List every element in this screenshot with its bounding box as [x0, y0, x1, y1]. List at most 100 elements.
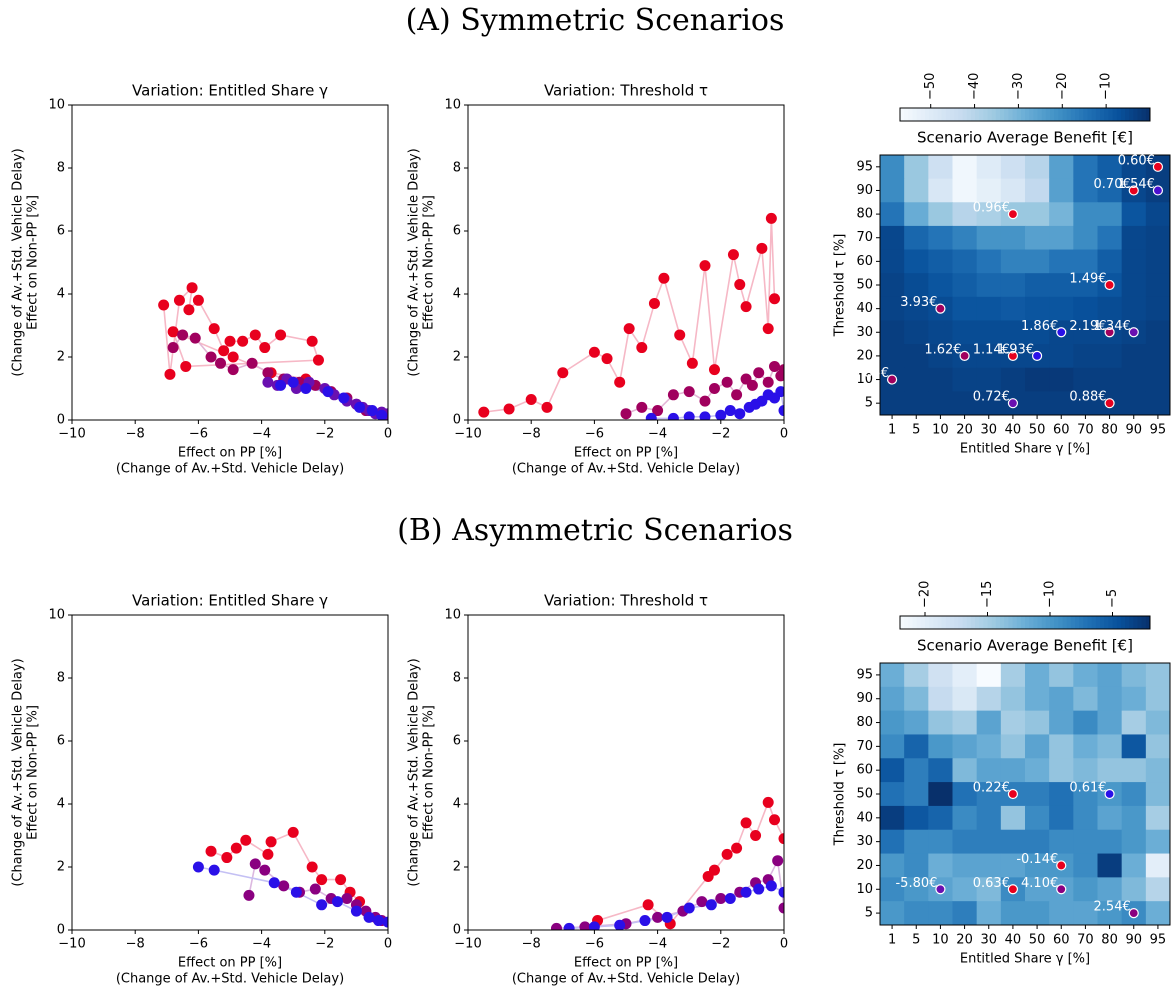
heatmap-cell [1025, 296, 1050, 321]
annotation-label: 0.60€ [1118, 153, 1155, 168]
colorbar-segment [1029, 616, 1034, 629]
heatmap-cell [1145, 686, 1171, 712]
annotation-label: 1.62€ [924, 342, 961, 357]
heatmap-cell [880, 686, 905, 712]
plot-area [478, 212, 784, 420]
colorbar-segment [1091, 616, 1097, 629]
data-point [715, 893, 727, 904]
colorbar-tick-label: −5 [1105, 589, 1120, 608]
heatmap-cell [1097, 734, 1123, 759]
plot-area [550, 796, 784, 930]
colorbar-segment [1112, 108, 1118, 121]
heatmap-cell [1121, 367, 1147, 392]
heatmap-cell [1121, 805, 1147, 831]
data-point [275, 329, 287, 341]
heatmap-cell [1145, 805, 1171, 831]
colorbar-segment [1108, 108, 1113, 121]
annotation-marker [1128, 907, 1139, 919]
heatmap-cell [952, 829, 978, 855]
x-tick-label: 40 [1005, 933, 1022, 948]
y-tick-label: 0 [453, 413, 461, 428]
x-tick-label: 10 [932, 933, 949, 948]
axes-frame [467, 104, 785, 421]
heatmap-cell [952, 202, 978, 227]
heatmap-cell [1073, 734, 1098, 759]
colorbar-segment [920, 616, 926, 629]
y-tick-label: 8 [57, 161, 65, 176]
data-point [177, 329, 189, 341]
y-axis-label: (Change of Av.+Std. Vehicle Delay) [407, 148, 422, 376]
data-point [642, 899, 654, 911]
data-point [775, 386, 784, 398]
colorbar-segment [904, 108, 909, 121]
x-tick-label: −4 [648, 427, 667, 442]
colorbar-segment [1058, 616, 1063, 629]
heatmap-cell [1049, 225, 1074, 251]
colorbar-segment [983, 616, 988, 629]
heatmap-cell [952, 877, 978, 902]
annotation-label: 1.34€ [1094, 319, 1131, 334]
y-tick-label: 10 [48, 98, 65, 113]
data-point [262, 376, 274, 388]
annotation-marker [1007, 884, 1019, 895]
annotation-marker [1056, 327, 1067, 338]
data-point [243, 889, 255, 901]
colorbar-segment [966, 108, 972, 121]
data-point [661, 911, 673, 923]
heatmap-cell [928, 225, 953, 251]
colorbar-segment [925, 108, 930, 121]
y-axis-label: (Change of Av.+Std. Vehicle Delay) [11, 658, 26, 886]
annotation-label: 4.10€ [1021, 876, 1058, 891]
data-point [557, 367, 569, 379]
colorbar-segment [929, 616, 934, 629]
x-tick-label: 5 [912, 423, 920, 438]
colorbar-segment [954, 108, 959, 121]
y-tick-label: 95 [856, 159, 873, 174]
colorbar-segment [1041, 616, 1047, 629]
annotation-label: -5.80€ [895, 876, 937, 891]
heatmap-cell [1049, 273, 1074, 298]
x-axis-label: (Change of Av.+Std. Vehicle Delay) [512, 462, 740, 477]
data-point [306, 861, 318, 873]
x-axis-label: Effect on PP [%] [574, 956, 678, 971]
data-point [268, 877, 280, 889]
colorbar-segment [904, 616, 909, 629]
heatmap-cell [1049, 202, 1074, 227]
x-tick-label: −8 [126, 427, 145, 442]
data-point [192, 861, 204, 873]
y-tick-label: 4 [57, 287, 65, 302]
heatmap-cell [1025, 901, 1050, 926]
data-point [772, 855, 784, 867]
heatmap-cell [880, 734, 905, 759]
heatmap-cell [928, 686, 953, 712]
x-axis-label: (Change of Av.+Std. Vehicle Delay) [116, 972, 344, 987]
heatmap-cell [880, 155, 905, 180]
y-tick-label: 20 [856, 858, 873, 873]
annotation-label: 3.93€ [900, 295, 937, 310]
colorbar-segment [1062, 616, 1068, 629]
heatmap-cell [976, 734, 1002, 759]
annotation-label: 2.19€ [1069, 319, 1106, 334]
data-point [189, 332, 201, 344]
heatmap-cell [1049, 686, 1074, 712]
data-point [259, 864, 271, 876]
colorbar-tick-label: −10 [1043, 581, 1058, 608]
heatmap-cell [1000, 249, 1026, 274]
section-title: (A) Symmetric Scenarios [406, 3, 785, 38]
annotation-marker [1104, 279, 1115, 291]
data-point [588, 346, 600, 358]
annotation-marker [1128, 327, 1139, 338]
colorbar-segment [991, 108, 997, 121]
y-tick-label: 50 [856, 278, 873, 293]
data-point [753, 883, 765, 895]
data-point [636, 401, 648, 413]
heatmap-cell [1049, 782, 1074, 807]
heatmap-cell [1097, 686, 1123, 712]
x-tick-label: −10 [454, 427, 481, 442]
heatmap-cell [1025, 805, 1050, 831]
colorbar-segment [945, 616, 951, 629]
axes-frame [71, 104, 389, 421]
colorbar-segment [1083, 108, 1088, 121]
data-point [756, 242, 768, 254]
annotation-marker [1056, 884, 1067, 895]
